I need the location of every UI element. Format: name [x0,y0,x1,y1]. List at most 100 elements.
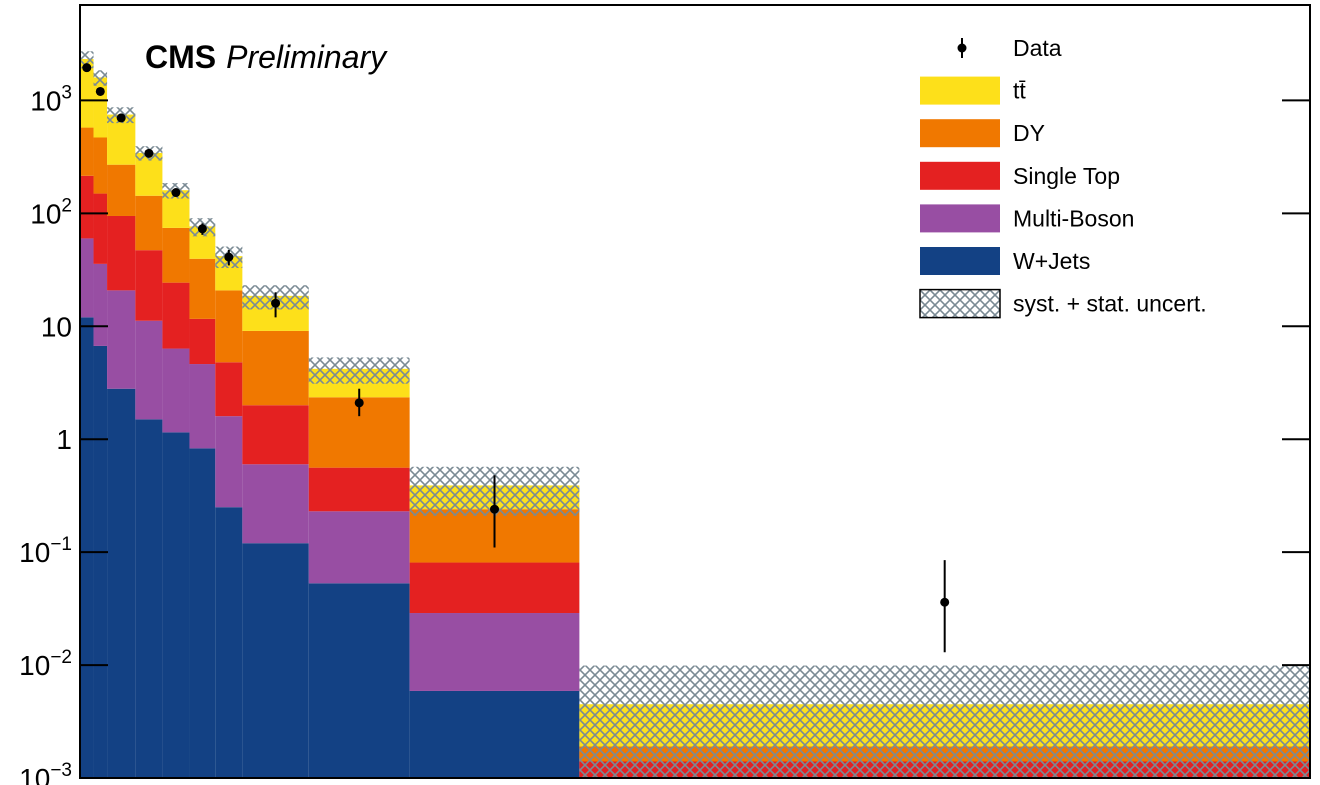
y-tick-label: 1 [56,424,72,455]
y-tick-exponent: 2 [61,195,72,216]
legend-entry: Single Top [920,161,1120,190]
legend-label: W+Jets [1013,248,1090,274]
stack-bar [107,388,136,778]
y-tick-base: 10 [19,650,50,681]
stack-bar [80,59,94,128]
stack-bar [162,348,190,433]
uncertainty-band [93,70,108,86]
data-point [271,298,281,308]
data-point [354,398,364,408]
plot-frame [79,4,1311,779]
stack-bar [135,195,163,251]
data-point [116,113,126,123]
stack-bar [308,583,410,778]
stack-bar [189,448,216,778]
stack-bar [93,345,108,778]
stack-bar [409,690,580,778]
data-point [82,63,92,73]
y-tick-exponent: −1 [50,534,72,555]
y-tick-label: 10 [41,311,72,342]
stack-bar [93,193,108,264]
stack-bar [242,464,309,544]
stack-bar [409,562,580,614]
data-point [224,252,234,262]
stack-bar [107,290,136,389]
subtitle: Preliminary [226,39,388,75]
y-tick-label: 10−3 [19,760,72,785]
stack-bar [162,282,190,349]
legend-swatch [920,76,1000,105]
legend-label: Single Top [1013,163,1120,189]
legend-label: Data [1013,35,1062,61]
stack-bar [189,258,216,319]
stack-bar [107,164,136,216]
stack-bar [308,511,410,584]
legend-label: DY [1013,120,1045,146]
y-tick-base: 10 [30,85,61,116]
y-tick-label: 102 [30,195,72,229]
legend-swatch [920,204,1000,233]
stack-bar [189,318,216,365]
data-point [95,86,105,96]
stack-bar [189,364,216,449]
data-point [490,504,500,514]
legend-entry: tt̄ [920,76,1026,105]
legend-label: Multi-Boson [1013,205,1134,231]
data-point [171,188,181,198]
legend-entry: DY [920,119,1045,148]
stack-bar [135,419,163,778]
title: CMS [145,39,216,75]
legend-swatch [920,247,1000,275]
stack-bar [308,467,410,512]
chart-title: CMS Preliminary [145,39,388,75]
stack-bar [215,362,243,417]
legend-swatch [919,288,1001,319]
y-tick-base: 10 [19,537,50,568]
legend-swatch [920,161,1000,190]
stack-bar [215,507,243,778]
stack-bar [242,330,309,406]
stack-bar [135,320,163,420]
stack-bar [80,317,94,778]
data-point [940,597,950,607]
legend-entry: W+Jets [920,247,1090,275]
legend-data-marker [957,43,967,53]
stack-bar [80,238,94,318]
legend-entry: syst. + stat. uncert. [919,288,1207,319]
stack-bar [135,250,163,321]
legend-entry: Data [957,35,1062,61]
stack-bar [93,137,108,194]
stack-bar [80,127,94,176]
stack-bar [80,175,94,239]
stack-bar [409,613,580,691]
y-tick-label: 10−1 [19,534,72,568]
y-tick-exponent: 3 [61,82,72,103]
stack-bar [107,215,136,291]
legend-label: syst. + stat. uncert. [1013,291,1207,317]
uncertainty-band [579,665,1310,778]
y-tick-exponent: −3 [50,760,72,781]
uncertainty-band [80,51,94,69]
y-tick-label: 10−2 [19,647,72,681]
stack-bar [215,290,243,363]
y-tick-label: 103 [30,82,72,116]
legend-swatch [920,119,1000,148]
legend-entry: Multi-Boson [920,204,1134,233]
stack-bar [215,416,243,508]
stack-bar [242,543,309,778]
legend-label: tt̄ [1013,78,1026,104]
stack-bar [162,227,190,283]
uncertainty-band [308,357,410,384]
stack-bar [93,263,108,346]
stack-bar [242,405,309,465]
y-tick-exponent: −2 [50,647,72,668]
data-point [144,148,154,158]
data-point [197,224,207,234]
stack-bar [162,432,190,778]
y-tick-base: 10 [30,198,61,229]
stack-bar [93,77,108,138]
y-tick-base: 10 [19,763,50,785]
